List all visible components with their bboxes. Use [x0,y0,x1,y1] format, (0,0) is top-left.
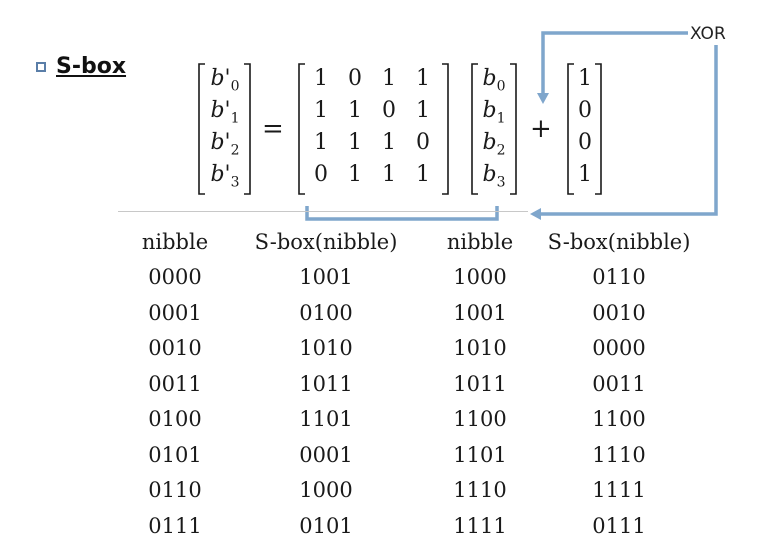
table-cell: 0111 [148,513,202,538]
matrix-cell: 1 [348,130,362,155]
return-connector [540,45,718,216]
table-cell: 1110 [592,442,646,467]
matrix-bracket-right [442,63,449,195]
input-bracket-right [510,63,517,195]
table-cell: 0100 [299,300,353,325]
matrix-cell: 0 [348,66,362,91]
matrix-cell: 1 [348,162,362,187]
table-cell: 1001 [453,300,507,325]
table-header-row: nibble S-box(nibble) nibble S-box(nibble… [124,224,704,260]
input-entry: b3 [482,162,506,191]
table-cell: 1101 [299,407,353,432]
const-bracket-right [595,63,602,195]
matrix-cell: 1 [416,98,430,123]
table-cell: 1011 [299,371,353,396]
table-cell: 1110 [453,478,507,503]
table-cell: 0110 [148,478,202,503]
matrix-cell: 1 [314,98,328,123]
table-row: 0101 0001 1101 1110 [124,437,704,473]
lhs-bracket-right [244,63,251,195]
const-bracket-left [567,63,574,195]
table-row: 0010 1010 1010 0000 [124,331,704,367]
divider-line [118,211,528,212]
section-heading: S-box [36,54,126,79]
table-cell: 1111 [453,513,507,538]
input-entry: b2 [482,130,506,159]
matrix-cell: 1 [382,162,396,187]
table-cell: 1101 [453,442,507,467]
table-row: 0011 1011 1011 0011 [124,366,704,402]
table-cell: 0001 [148,300,202,325]
table-cell: 1001 [299,265,353,290]
table-cell: 1100 [592,407,646,432]
table-cell: 1010 [453,336,507,361]
table-cell: 0110 [592,265,646,290]
matrix-bracket-left [298,63,305,195]
matrix-cell: 1 [382,130,396,155]
table-cell: 0101 [299,513,353,538]
lhs-entry: b'2 [210,130,240,159]
product-underbrace [305,206,499,221]
column-header: nibble [141,229,209,254]
lhs-bracket-left [198,63,205,195]
table-cell: 1000 [299,478,353,503]
table-row: 0001 0100 1001 0010 [124,295,704,331]
table-cell: 0011 [592,371,646,396]
table-row: 0100 1101 1100 1100 [124,402,704,438]
plus-sign: + [530,114,552,144]
table-cell: 0011 [148,371,202,396]
table-cell: 0111 [592,513,646,538]
table-row: 0000 1001 1000 0110 [124,260,704,296]
constant-entry: 0 [578,98,592,123]
table-cell: 0000 [148,265,202,290]
table-cell: 1010 [299,336,353,361]
lhs-entry: b'0 [210,66,240,95]
constant-entry: 1 [578,162,592,187]
constant-entry: 1 [578,66,592,91]
constant-entry: 0 [578,130,592,155]
table-cell: 0000 [592,336,646,361]
matrix-cell: 0 [382,98,396,123]
lhs-entry: b'3 [210,162,240,191]
input-entry: b0 [482,66,506,95]
table-cell: 0100 [148,407,202,432]
table-cell: 0001 [299,442,353,467]
input-bracket-left [471,63,478,195]
matrix-cell: 1 [314,66,328,91]
xor-connector [541,31,688,96]
heading-title: S-box [56,54,127,79]
table-cell: 1000 [453,265,507,290]
table-cell: 1100 [453,407,507,432]
matrix-cell: 1 [348,98,362,123]
lhs-entry: b'1 [210,98,240,127]
table-cell: 0010 [592,300,646,325]
column-header: nibble [446,229,514,254]
xor-label: XOR [690,24,726,44]
sbox-table: nibble S-box(nibble) nibble S-box(nibble… [124,224,704,544]
equals-sign: = [262,114,284,144]
table-row: 0111 0101 1111 0111 [124,508,704,544]
xor-arrowhead-icon [537,93,549,104]
column-header: S-box(nibble) [547,229,691,254]
matrix-cell: 1 [382,66,396,91]
table-cell: 1011 [453,371,507,396]
matrix-cell: 0 [314,162,328,187]
input-entry: b1 [482,98,506,127]
matrix-cell: 1 [416,162,430,187]
bullet-square-icon [36,61,46,72]
matrix-cell: 1 [314,130,328,155]
matrix-cell: 0 [416,130,430,155]
matrix-cell: 1 [416,66,430,91]
return-arrowhead-icon [530,208,541,220]
column-header: S-box(nibble) [254,229,398,254]
table-row: 0110 1000 1110 1111 [124,473,704,509]
table-cell: 0010 [148,336,202,361]
table-cell: 1111 [592,478,646,503]
table-cell: 0101 [148,442,202,467]
